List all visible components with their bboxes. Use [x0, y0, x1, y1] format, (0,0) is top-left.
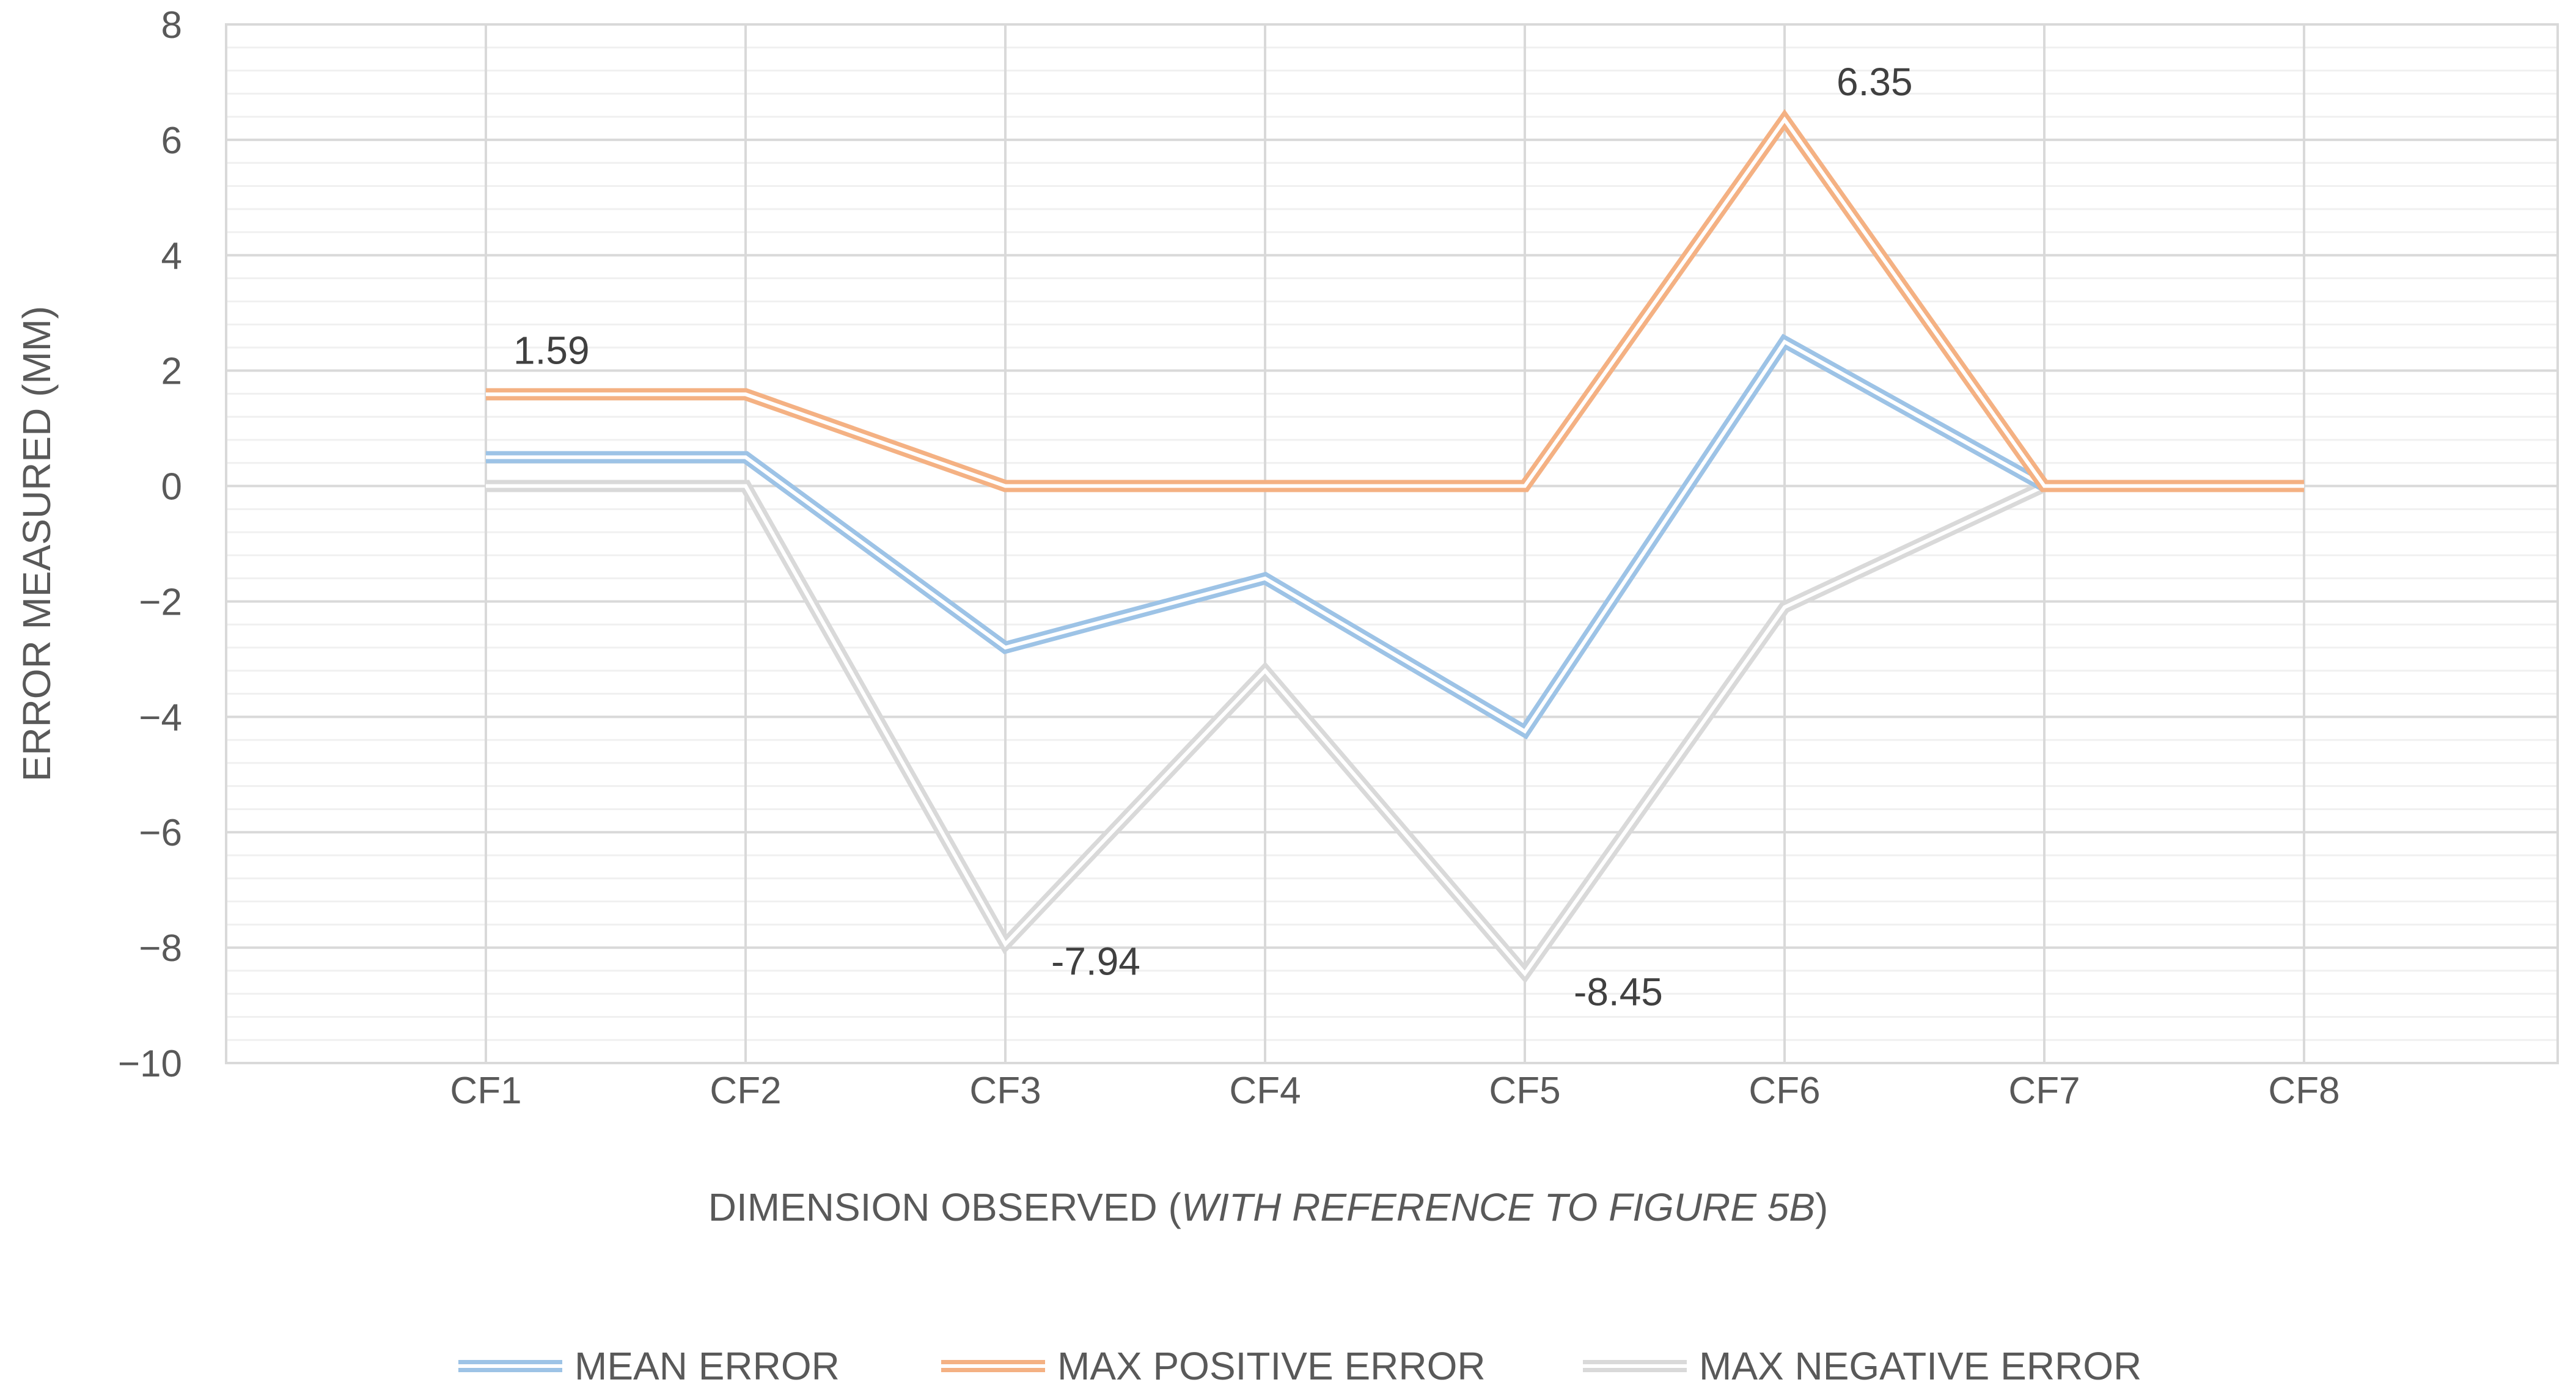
- x-tick-label: CF7: [2008, 1070, 2080, 1112]
- y-tick-label: 0: [161, 466, 182, 508]
- y-tick-label: −8: [139, 927, 182, 970]
- x-tick-label: CF4: [1229, 1070, 1301, 1112]
- major-gridlines: [226, 23, 2558, 1064]
- x-axis-ticks: CF1 CF2 CF3 CF4 CF5 CF6 CF7 CF8: [450, 1070, 2339, 1112]
- legend-label: MAX POSITIVE ERROR: [1057, 1344, 1486, 1388]
- category-gridlines: [485, 24, 2305, 1063]
- y-axis-ticks: 8 6 4 2 0 −2 −4 −6 −8 −10: [118, 4, 182, 1085]
- series-line-inner: [486, 484, 2304, 977]
- series-line-inner: [486, 116, 2304, 488]
- y-tick-label: −6: [139, 812, 182, 854]
- data-label: -8.45: [1574, 970, 1663, 1014]
- x-axis-title-italic: WITH REFERENCE TO FIGURE 5B: [1181, 1185, 1815, 1229]
- series-lines: [486, 109, 2304, 984]
- x-tick-label: CF2: [710, 1070, 781, 1112]
- plot-area-border: [225, 23, 2559, 1064]
- x-tick-label: CF8: [2268, 1070, 2339, 1112]
- y-tick-label: −10: [118, 1043, 182, 1085]
- y-tick-label: 6: [161, 120, 182, 162]
- data-label: 6.35: [1837, 60, 1913, 104]
- y-axis-title: ERROR MEASURED (MM): [15, 306, 59, 782]
- series-0-line: [486, 334, 2304, 740]
- y-tick-label: −4: [139, 696, 182, 739]
- legend-item: MAX POSITIVE ERROR: [941, 1344, 1486, 1388]
- data-label: -7.94: [1051, 939, 1140, 983]
- x-tick-label: CF3: [969, 1070, 1041, 1112]
- data-labels: 1.59 6.35 -7.94 -8.45: [513, 60, 1913, 1014]
- series-line-inner: [486, 339, 2304, 734]
- legend-item: MEAN ERROR: [458, 1344, 840, 1388]
- series-line-outer: [486, 109, 2304, 492]
- legend-item: MAX NEGATIVE ERROR: [1583, 1344, 2141, 1388]
- y-tick-label: 2: [161, 351, 182, 393]
- x-axis-title: DIMENSION OBSERVED (WITH REFERENCE TO FI…: [708, 1185, 1829, 1229]
- y-tick-label: 8: [161, 4, 182, 46]
- y-tick-label: 4: [161, 235, 182, 277]
- y-tick-label: −2: [139, 581, 182, 623]
- x-axis-title-suffix: ): [1815, 1185, 1828, 1229]
- x-tick-label: CF6: [1749, 1070, 1820, 1112]
- x-tick-label: CF1: [450, 1070, 521, 1112]
- x-axis-title-prefix: DIMENSION OBSERVED (: [708, 1185, 1181, 1229]
- minor-gridlines: [226, 23, 2558, 1064]
- x-tick-label: CF5: [1489, 1070, 1560, 1112]
- legend-label: MEAN ERROR: [574, 1344, 840, 1388]
- series-line-outer: [486, 480, 2304, 984]
- series-1-line: [486, 109, 2304, 492]
- series-2-line: [486, 480, 2304, 984]
- data-label: 1.59: [513, 328, 590, 372]
- legend-label: MAX NEGATIVE ERROR: [1699, 1344, 2141, 1388]
- legend: MEAN ERROR MAX POSITIVE ERROR MAX NEGATIVE…: [458, 1344, 2141, 1388]
